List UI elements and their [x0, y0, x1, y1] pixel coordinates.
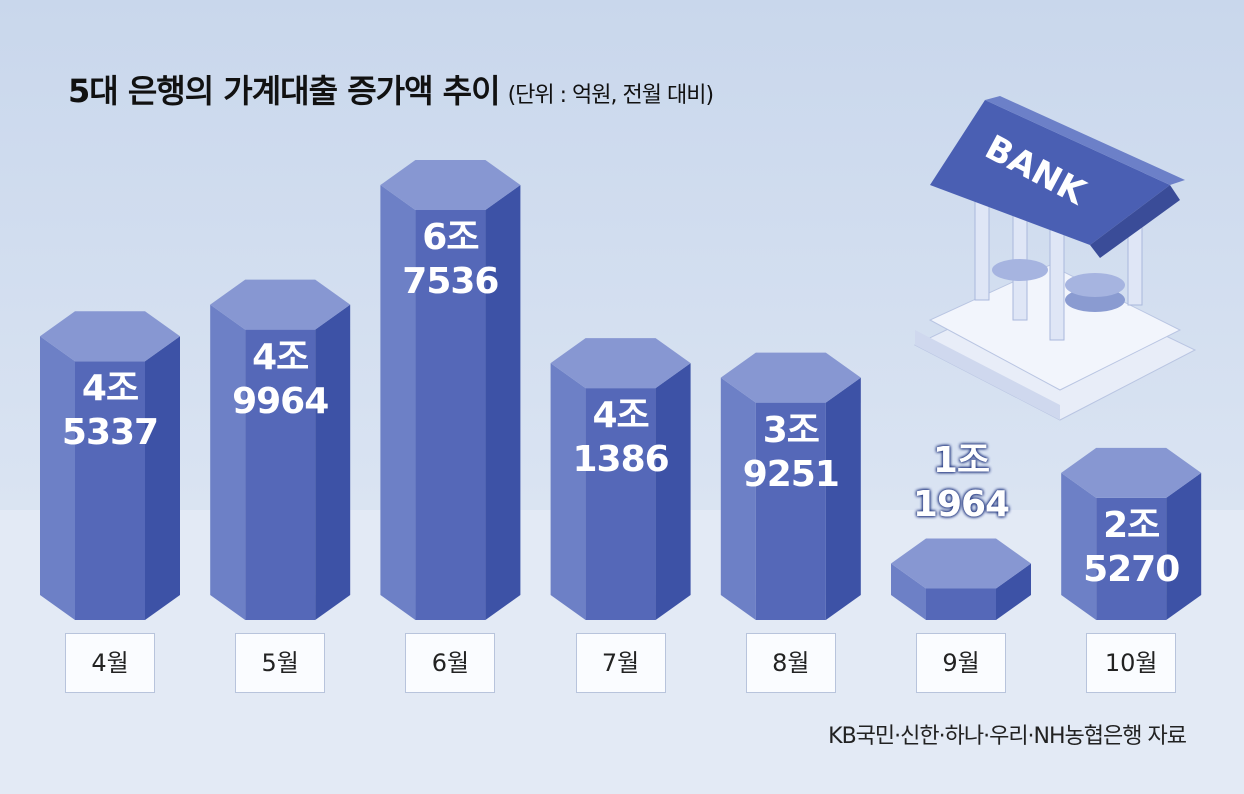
bar — [40, 311, 180, 620]
bar-left-face — [210, 304, 246, 620]
bar-left-face — [380, 185, 416, 620]
bar-left-face — [1061, 472, 1097, 620]
bar-right-face — [996, 563, 1031, 620]
x-tick-label: 7월 — [575, 633, 666, 693]
value-label: 2조 5270 — [1083, 504, 1180, 590]
bar-right-face — [825, 377, 861, 620]
bar-top-face — [210, 279, 351, 330]
bar — [210, 279, 351, 620]
x-tick-label: 9월 — [916, 633, 1006, 693]
bar-left-face — [40, 336, 75, 620]
bar-front-face — [585, 388, 656, 620]
bar-top-face — [380, 160, 521, 210]
chart-title: 5대 은행의 가계대출 증가액 추이 (단위 : 억원, 전월 대비) — [68, 66, 714, 112]
bar — [720, 352, 861, 620]
bar-right-face — [485, 185, 521, 620]
bar-right-face — [1166, 472, 1202, 620]
value-label: 3조 9251 — [742, 409, 840, 495]
bar-front-face — [926, 588, 996, 620]
bar-top-face — [720, 352, 861, 403]
chart-subtitle: (단위 : 억원, 전월 대비) — [507, 83, 714, 108]
bar-left-face — [891, 563, 926, 620]
bar-front-face — [415, 210, 486, 620]
bar-left-face — [720, 377, 756, 620]
x-tick-label: 4월 — [65, 633, 155, 693]
bar-top-face — [550, 338, 691, 389]
value-label: 6조 7536 — [402, 217, 499, 302]
x-tick-label: 6월 — [405, 633, 496, 693]
x-tick-label: 5월 — [235, 633, 326, 693]
value-label: 4조 1386 — [572, 395, 669, 481]
bar-front-face — [755, 402, 826, 620]
bar-front-face — [245, 329, 316, 620]
bar-left-face — [550, 363, 586, 620]
bar-top-face — [40, 311, 180, 362]
value-label: 1조 1964 — [912, 439, 1010, 525]
bar-right-face — [655, 363, 691, 620]
bar-top-face — [891, 538, 1031, 589]
bank-illustration: BANK — [913, 96, 1197, 421]
source-note: KB국민·신한·하나·우리·NH농협은행 자료 — [828, 724, 1187, 749]
bar-front-face — [1096, 497, 1167, 620]
title-text: 5대 은행의 가계대출 증가액 추이 — [68, 72, 501, 110]
bar — [380, 160, 521, 620]
x-tick-label: 8월 — [745, 633, 836, 693]
value-label: 4조 5337 — [61, 368, 159, 454]
x-tick-label: 10월 — [1086, 633, 1177, 693]
bar — [550, 338, 691, 620]
bar-right-face — [315, 304, 351, 620]
bar-top-face — [1061, 447, 1202, 498]
value-label: 4조 9964 — [232, 336, 329, 422]
bar-front-face — [75, 361, 145, 620]
bar-right-face — [145, 336, 180, 620]
bar — [891, 538, 1031, 620]
bar — [1061, 447, 1202, 620]
